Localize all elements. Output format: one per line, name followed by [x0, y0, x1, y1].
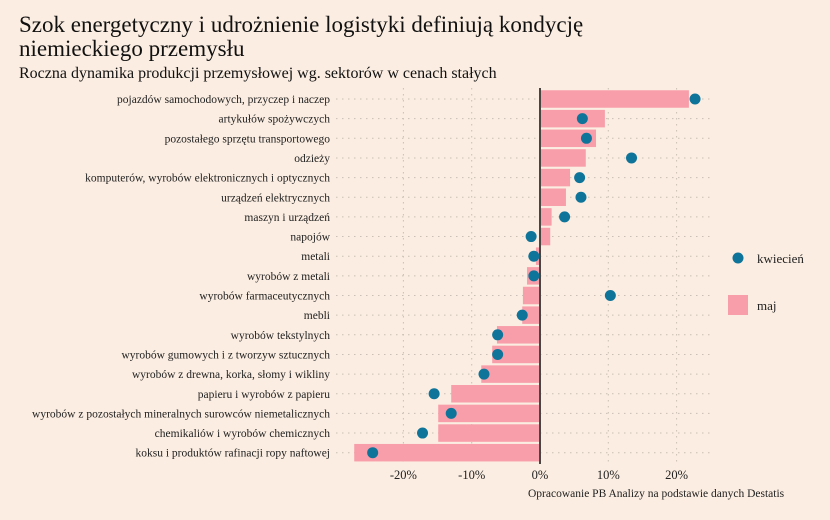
bar	[540, 168, 571, 187]
bar	[540, 109, 605, 128]
y-tick-label: odzieży	[294, 153, 330, 165]
bar	[540, 149, 586, 167]
data-point	[559, 211, 571, 223]
y-tick-label: mebli	[304, 310, 330, 322]
bar	[481, 365, 540, 383]
bar	[496, 326, 540, 344]
data-point	[478, 368, 490, 380]
y-axis-labels: pojazdów samochodowych, przyczep i nacze…	[32, 94, 331, 460]
legend-dot-icon	[732, 252, 744, 264]
bar	[540, 90, 689, 108]
bar	[451, 385, 540, 403]
data-point	[528, 250, 540, 262]
source-caption: Opracowanie PB Analizy na podstawie dany…	[528, 488, 785, 500]
y-tick-label: wyrobów z metali	[247, 271, 330, 283]
x-axis-ticks: -20% -10% 0% 10% 20%	[390, 468, 688, 482]
y-tick-label: komputerów, wyrobów elektronicznych i op…	[85, 173, 330, 185]
y-tick-label: chemikaliów i wyrobów chemicznych	[155, 428, 331, 440]
x-tick-label: -20%	[390, 468, 417, 482]
y-tick-label: koksu i produktów rafinacji ropy naftowe…	[136, 448, 331, 460]
y-tick-label: pozostałego sprzętu transportowego	[165, 133, 331, 145]
y-tick-label: urządzeń elektrycznych	[221, 192, 330, 204]
legend-label: kwiecień	[757, 251, 804, 266]
y-tick-label: maszyn i urządzeń	[244, 212, 330, 224]
data-point	[417, 427, 429, 439]
data-point	[576, 113, 588, 125]
bar-series-maj	[354, 90, 689, 462]
bar	[540, 227, 551, 246]
bar	[540, 129, 597, 148]
legend-label: maj	[757, 298, 777, 313]
y-tick-label: metali	[301, 251, 330, 263]
data-point	[604, 290, 616, 301]
data-point	[580, 132, 592, 144]
data-point	[492, 329, 504, 341]
data-point	[626, 152, 638, 164]
bar	[522, 306, 540, 324]
x-tick-label: 20%	[665, 468, 688, 482]
data-point	[525, 231, 537, 243]
bar	[540, 188, 566, 206]
bar	[540, 208, 552, 226]
y-tick-label: wyrobów farmaceutycznych	[199, 291, 330, 303]
data-point	[575, 191, 587, 203]
data-point	[492, 348, 504, 360]
y-tick-label: wyrobów tekstylnych	[231, 330, 331, 342]
bar	[438, 424, 540, 442]
bar	[438, 404, 540, 423]
y-tick-label: napojów	[290, 232, 330, 244]
y-tick-label: wyrobów gumowych i z tworzyw sztucznych	[121, 349, 330, 361]
data-point	[428, 388, 440, 400]
bar	[354, 443, 540, 462]
chart-title: Szok energetyczny i udrożnienie logistyk…	[19, 12, 584, 61]
data-point	[445, 407, 457, 419]
chart-subtitle: Roczna dynamika produkcji przemysłowej w…	[19, 65, 497, 82]
data-point	[516, 309, 528, 321]
data-point	[689, 93, 701, 105]
bar	[492, 345, 540, 364]
data-point	[528, 270, 540, 282]
legend-bar-icon	[728, 295, 748, 315]
legend: kwiecień maj	[728, 251, 804, 315]
y-tick-label: papieru i wyrobów z papieru	[198, 389, 330, 401]
data-point	[367, 447, 379, 459]
y-tick-label: artykułów spożywczych	[219, 114, 331, 126]
y-tick-label: pojazdów samochodowych, przyczep i nacze…	[117, 94, 330, 106]
y-tick-label: wyrobów z pozostałych mineralnych surowc…	[32, 408, 330, 420]
bar	[522, 286, 540, 305]
data-point	[574, 172, 586, 184]
x-tick-label: 10%	[597, 468, 620, 482]
dot-series-kwiecien	[367, 93, 701, 459]
gridlines	[336, 88, 712, 464]
x-tick-label: 0%	[532, 468, 549, 482]
x-tick-label: -10%	[458, 468, 485, 482]
y-tick-label: wyrobów z drewna, korka, słomy i wikliny	[132, 369, 330, 381]
